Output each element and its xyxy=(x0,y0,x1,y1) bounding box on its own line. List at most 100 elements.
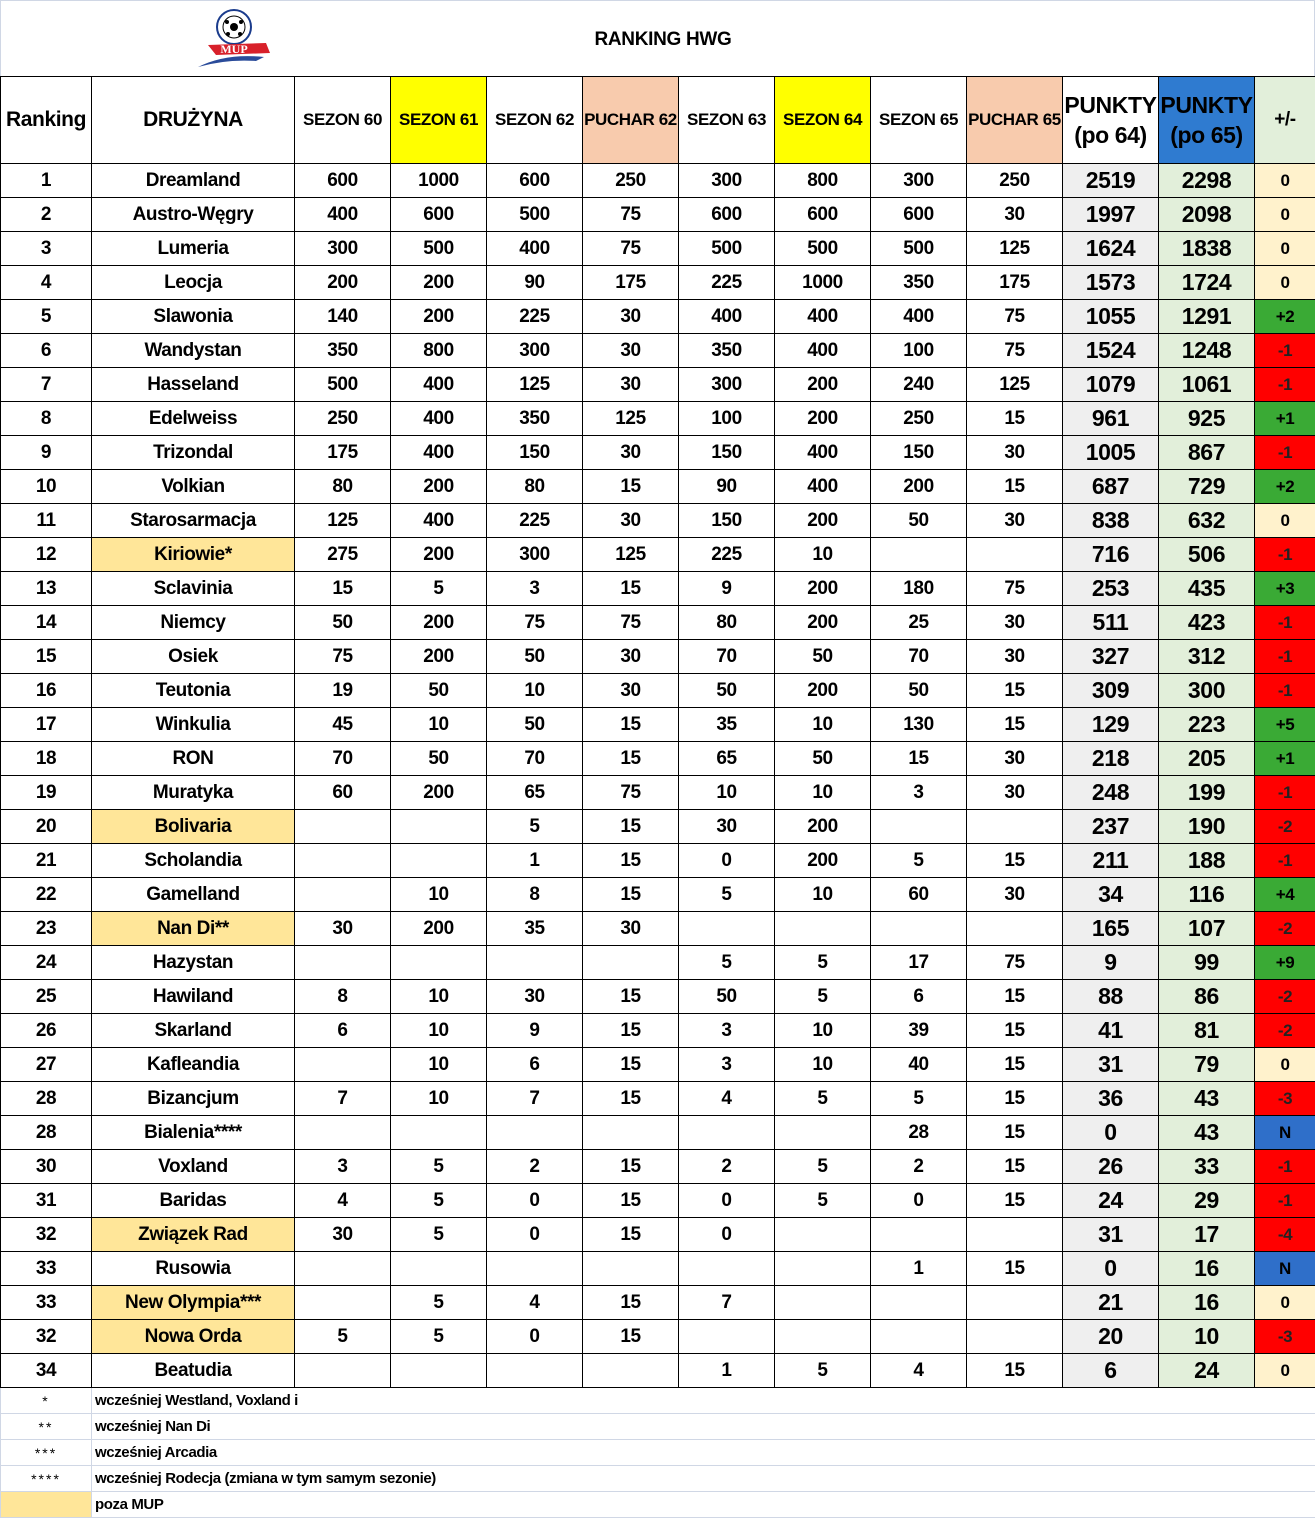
sezon-60-cell: 300 xyxy=(295,232,391,266)
points-after-65-cell: 300 xyxy=(1159,674,1255,708)
sezon-60-cell: 350 xyxy=(295,334,391,368)
sezon-61-cell xyxy=(391,946,487,980)
sezon-63-cell: 50 xyxy=(679,980,775,1014)
puchar-65-cell: 15 xyxy=(967,1354,1063,1388)
sezon-64-cell: 400 xyxy=(775,470,871,504)
rank-change-cell: 0 xyxy=(1255,504,1315,538)
sezon-61-cell: 10 xyxy=(391,1082,487,1116)
rank-cell: 28 xyxy=(1,1082,92,1116)
sezon-65-cell: 300 xyxy=(871,164,967,198)
sezon-61-cell xyxy=(391,810,487,844)
points-after-64-cell: 1997 xyxy=(1063,198,1159,232)
sezon-63-cell xyxy=(679,1116,775,1150)
puchar-65-cell xyxy=(967,1286,1063,1320)
column-header-sezon-63: SEZON 63 xyxy=(679,77,775,164)
sezon-64-cell: 200 xyxy=(775,504,871,538)
puchar-62-cell: 125 xyxy=(583,538,679,572)
footnote-row: **wcześniej Nan Di xyxy=(1,1414,1315,1440)
puchar-62-cell: 30 xyxy=(583,504,679,538)
puchar-62-cell: 75 xyxy=(583,776,679,810)
sezon-63-cell: 0 xyxy=(679,1218,775,1252)
sezon-65-cell: 100 xyxy=(871,334,967,368)
rank-cell: 3 xyxy=(1,232,92,266)
sezon-65-cell xyxy=(871,1320,967,1354)
sezon-65-cell: 400 xyxy=(871,300,967,334)
points-after-65-cell: 729 xyxy=(1159,470,1255,504)
points-after-64-cell: 1005 xyxy=(1063,436,1159,470)
sezon-64-cell: 5 xyxy=(775,1184,871,1218)
sezon-61-cell: 200 xyxy=(391,640,487,674)
points-after-64-cell: 716 xyxy=(1063,538,1159,572)
sezon-64-cell: 500 xyxy=(775,232,871,266)
points-after-64-cell: 21 xyxy=(1063,1286,1159,1320)
rank-change-cell: -4 xyxy=(1255,1218,1315,1252)
points-after-64-cell: 41 xyxy=(1063,1014,1159,1048)
sezon-60-cell: 30 xyxy=(295,1218,391,1252)
team-name-cell: Bialenia**** xyxy=(92,1116,295,1150)
points-after-64-cell: 0 xyxy=(1063,1252,1159,1286)
points-after-65-cell: 925 xyxy=(1159,402,1255,436)
points-after-65-cell: 205 xyxy=(1159,742,1255,776)
rank-change-cell: +4 xyxy=(1255,878,1315,912)
sezon-64-cell: 10 xyxy=(775,1014,871,1048)
points-after-64-cell: 961 xyxy=(1063,402,1159,436)
points-after-64-cell: 31 xyxy=(1063,1218,1159,1252)
puchar-65-cell: 75 xyxy=(967,946,1063,980)
team-name-cell: Hazystan xyxy=(92,946,295,980)
sezon-65-cell xyxy=(871,538,967,572)
team-name-cell: Beatudia xyxy=(92,1354,295,1388)
rank-cell: 7 xyxy=(1,368,92,402)
sezon-64-cell xyxy=(775,912,871,946)
sezon-62-cell: 50 xyxy=(487,640,583,674)
footnote-row: poza MUP xyxy=(1,1492,1315,1518)
puchar-65-cell: 15 xyxy=(967,402,1063,436)
points-after-65-cell: 81 xyxy=(1159,1014,1255,1048)
points-after-65-cell: 24 xyxy=(1159,1354,1255,1388)
sezon-61-cell xyxy=(391,1116,487,1150)
sezon-62-cell: 7 xyxy=(487,1082,583,1116)
sezon-61-cell: 50 xyxy=(391,742,487,776)
rank-cell: 10 xyxy=(1,470,92,504)
rank-change-cell: +9 xyxy=(1255,946,1315,980)
sezon-63-cell: 400 xyxy=(679,300,775,334)
team-name-cell: RON xyxy=(92,742,295,776)
team-name-cell: Nan Di** xyxy=(92,912,295,946)
sezon-62-cell: 400 xyxy=(487,232,583,266)
rank-cell: 23 xyxy=(1,912,92,946)
sezon-64-cell: 50 xyxy=(775,640,871,674)
points-after-64-cell: 9 xyxy=(1063,946,1159,980)
sezon-64-cell: 5 xyxy=(775,1082,871,1116)
sezon-62-cell: 80 xyxy=(487,470,583,504)
footnote-text: wcześniej Westland, Voxland i xyxy=(92,1388,1315,1414)
rank-change-cell: +1 xyxy=(1255,742,1315,776)
puchar-65-cell: 30 xyxy=(967,640,1063,674)
column-header-puchar-62: PUCHAR 62 xyxy=(583,77,679,164)
team-name-cell: Wandystan xyxy=(92,334,295,368)
puchar-65-cell: 75 xyxy=(967,334,1063,368)
sezon-62-cell: 500 xyxy=(487,198,583,232)
sezon-62-cell: 225 xyxy=(487,300,583,334)
mup-logo: MUP xyxy=(196,7,274,69)
points-after-64-cell: 129 xyxy=(1063,708,1159,742)
points-after-65-cell: 116 xyxy=(1159,878,1255,912)
sezon-61-cell: 200 xyxy=(391,538,487,572)
rank-cell: 6 xyxy=(1,334,92,368)
footnote-text: wcześniej Nan Di xyxy=(92,1414,1315,1440)
team-name-cell: Nowa Orda xyxy=(92,1320,295,1354)
rank-cell: 26 xyxy=(1,1014,92,1048)
puchar-65-cell: 30 xyxy=(967,742,1063,776)
points-after-64-cell: 309 xyxy=(1063,674,1159,708)
sezon-61-cell: 10 xyxy=(391,708,487,742)
sezon-60-cell: 125 xyxy=(295,504,391,538)
sezon-64-cell: 200 xyxy=(775,844,871,878)
rank-change-cell: -2 xyxy=(1255,912,1315,946)
